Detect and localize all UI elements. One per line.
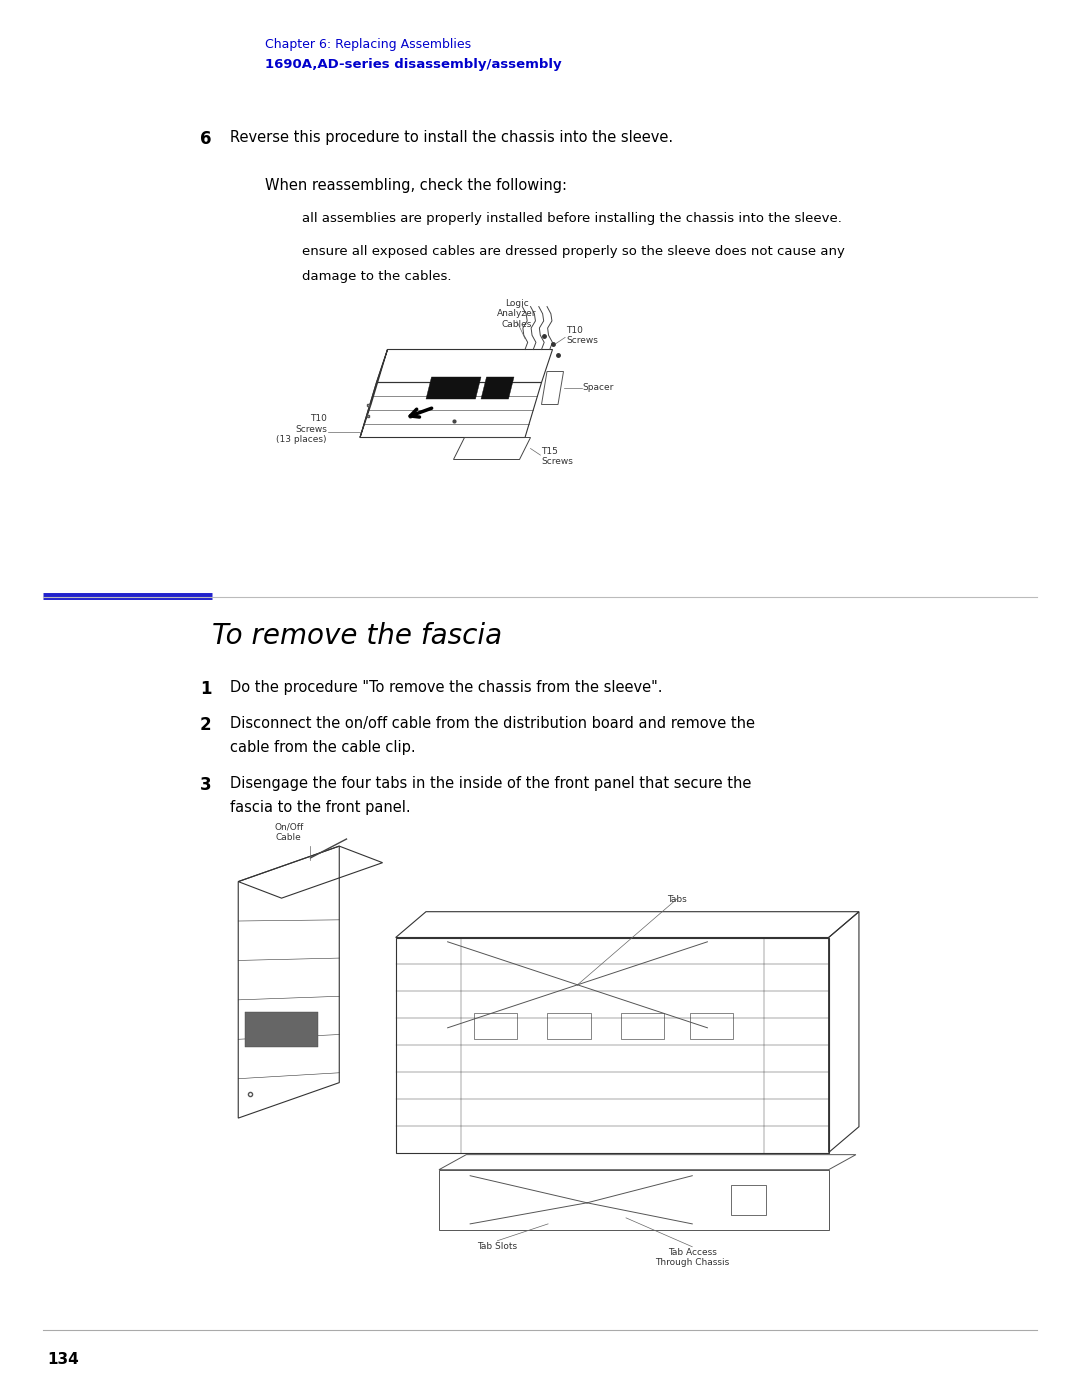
Polygon shape <box>245 1011 318 1048</box>
Text: Disengage the four tabs in the inside of the front panel that secure the: Disengage the four tabs in the inside of… <box>230 775 752 791</box>
Text: all assemblies are properly installed before installing the chassis into the sle: all assemblies are properly installed be… <box>302 212 842 225</box>
Text: 2: 2 <box>200 717 212 733</box>
Text: 1690A,AD-series disassembly/assembly: 1690A,AD-series disassembly/assembly <box>265 59 562 71</box>
Text: T15
Screws: T15 Screws <box>541 447 573 467</box>
Text: 6: 6 <box>200 130 212 148</box>
Text: Tab Access
Through Chassis: Tab Access Through Chassis <box>656 1248 729 1267</box>
Text: Tabs: Tabs <box>667 894 687 904</box>
Text: 134: 134 <box>48 1352 79 1368</box>
Text: 3: 3 <box>200 775 212 793</box>
Text: ensure all exposed cables are dressed properly so the sleeve does not cause any: ensure all exposed cables are dressed pr… <box>302 244 845 258</box>
Text: Logic
Analyzer
Cables: Logic Analyzer Cables <box>497 299 537 328</box>
Polygon shape <box>426 377 481 400</box>
Text: Disconnect the on/off cable from the distribution board and remove the: Disconnect the on/off cable from the dis… <box>230 717 755 731</box>
Polygon shape <box>481 377 514 400</box>
Text: Reverse this procedure to install the chassis into the sleeve.: Reverse this procedure to install the ch… <box>230 130 673 145</box>
Text: damage to the cables.: damage to the cables. <box>302 270 451 284</box>
Text: T10
Screws
(13 places): T10 Screws (13 places) <box>276 415 327 444</box>
Text: cable from the cable clip.: cable from the cable clip. <box>230 740 416 754</box>
Text: Tab Slots: Tab Slots <box>477 1242 517 1250</box>
Text: When reassembling, check the following:: When reassembling, check the following: <box>265 177 567 193</box>
Text: Do the procedure "To remove the chassis from the sleeve".: Do the procedure "To remove the chassis … <box>230 680 662 694</box>
Text: On/Off
Cable: On/Off Cable <box>274 823 303 842</box>
Text: fascia to the front panel.: fascia to the front panel. <box>230 800 410 814</box>
Text: 1: 1 <box>200 680 212 698</box>
Text: Spacer: Spacer <box>583 384 615 393</box>
Text: T10
Screws: T10 Screws <box>566 326 598 345</box>
Text: Chapter 6: Replacing Assemblies: Chapter 6: Replacing Assemblies <box>265 38 471 52</box>
Text: To remove the fascia: To remove the fascia <box>212 622 502 650</box>
